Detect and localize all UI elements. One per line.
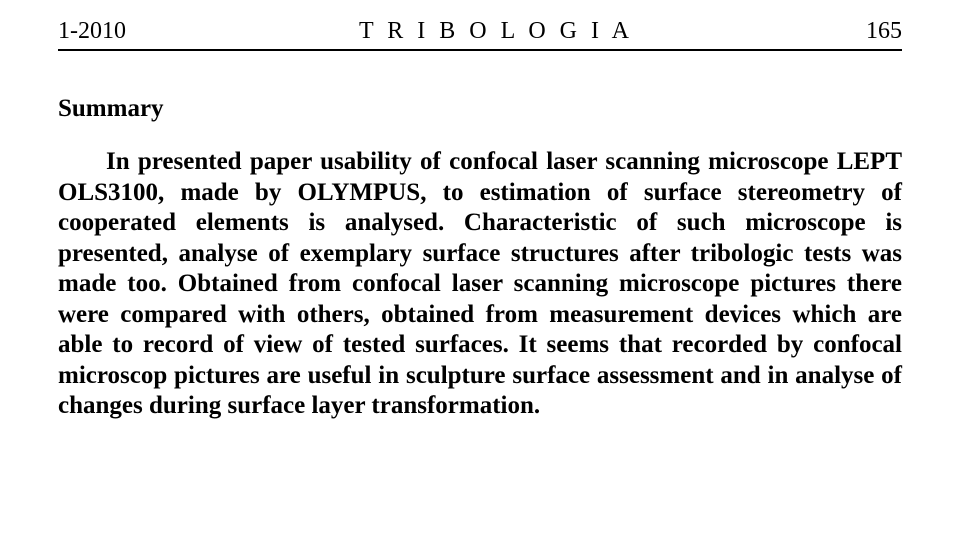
summary-body: In presented paper usability of confocal… <box>58 147 902 422</box>
running-header: 1-2010 T R I B O L O G I A 165 <box>58 18 902 51</box>
header-issue: 1-2010 <box>58 18 126 45</box>
header-journal-title: T R I B O L O G I A <box>359 18 633 45</box>
header-page-number: 165 <box>866 18 902 45</box>
section-title: Summary <box>58 95 902 123</box>
page-container: 1-2010 T R I B O L O G I A 165 Summary I… <box>0 0 960 422</box>
